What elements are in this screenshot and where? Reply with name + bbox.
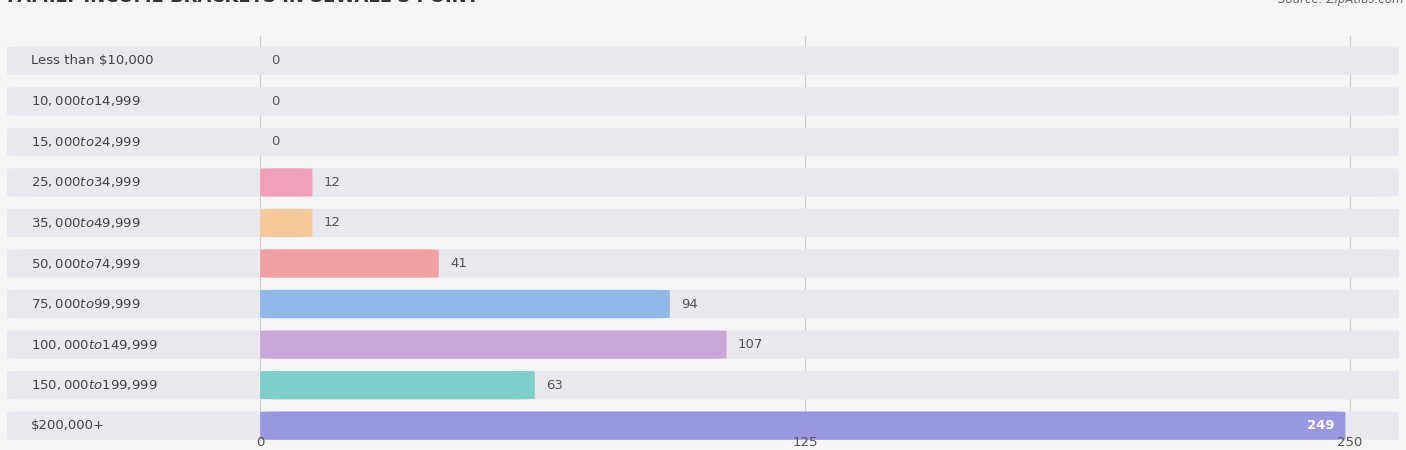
FancyBboxPatch shape	[260, 209, 312, 237]
FancyBboxPatch shape	[7, 87, 1399, 116]
Text: $35,000 to $49,999: $35,000 to $49,999	[31, 216, 141, 230]
Text: 12: 12	[323, 176, 340, 189]
FancyBboxPatch shape	[260, 411, 1346, 440]
FancyBboxPatch shape	[260, 168, 312, 197]
Text: 41: 41	[450, 257, 467, 270]
Text: 107: 107	[738, 338, 763, 351]
FancyBboxPatch shape	[7, 168, 1399, 197]
Text: $50,000 to $74,999: $50,000 to $74,999	[31, 256, 141, 270]
Text: 125: 125	[792, 436, 818, 449]
Text: 12: 12	[323, 216, 340, 230]
Text: Less than $10,000: Less than $10,000	[31, 54, 153, 68]
Text: FAMILY INCOME BRACKETS IN SEWALL S POINT: FAMILY INCOME BRACKETS IN SEWALL S POINT	[7, 0, 479, 6]
FancyBboxPatch shape	[7, 249, 1399, 278]
FancyBboxPatch shape	[7, 47, 1399, 75]
FancyBboxPatch shape	[7, 209, 1399, 237]
Text: $15,000 to $24,999: $15,000 to $24,999	[31, 135, 141, 149]
Text: 0: 0	[256, 436, 264, 449]
Text: $75,000 to $99,999: $75,000 to $99,999	[31, 297, 141, 311]
Text: 249: 249	[1306, 419, 1334, 432]
Text: $200,000+: $200,000+	[31, 419, 105, 432]
Text: 0: 0	[271, 54, 280, 68]
Text: Source: ZipAtlas.com: Source: ZipAtlas.com	[1278, 0, 1403, 6]
FancyBboxPatch shape	[260, 371, 534, 399]
FancyBboxPatch shape	[7, 128, 1399, 156]
FancyBboxPatch shape	[7, 411, 1399, 440]
Text: $25,000 to $34,999: $25,000 to $34,999	[31, 176, 141, 189]
Text: $100,000 to $149,999: $100,000 to $149,999	[31, 338, 157, 351]
Text: 0: 0	[271, 95, 280, 108]
FancyBboxPatch shape	[7, 330, 1399, 359]
FancyBboxPatch shape	[260, 330, 727, 359]
Text: 250: 250	[1337, 436, 1362, 449]
FancyBboxPatch shape	[7, 290, 1399, 318]
Text: 0: 0	[271, 135, 280, 148]
FancyBboxPatch shape	[7, 371, 1399, 399]
Text: 63: 63	[546, 378, 562, 392]
FancyBboxPatch shape	[260, 249, 439, 278]
Text: 94: 94	[681, 297, 697, 310]
Text: $10,000 to $14,999: $10,000 to $14,999	[31, 94, 141, 108]
FancyBboxPatch shape	[260, 290, 669, 318]
Text: $150,000 to $199,999: $150,000 to $199,999	[31, 378, 157, 392]
